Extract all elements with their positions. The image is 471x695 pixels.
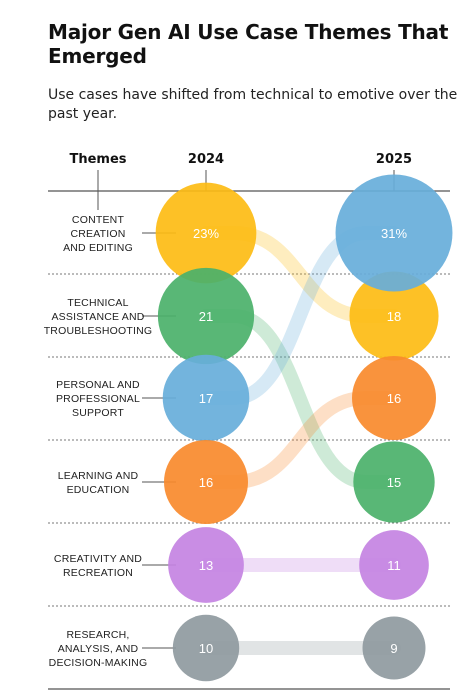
bubble-2024 <box>172 614 240 682</box>
theme-label-line: TECHNICAL <box>67 297 128 309</box>
theme-label-line: EDUCATION <box>67 484 130 496</box>
bubble-label-2024: 21 <box>199 309 213 324</box>
bubble-2025 <box>352 356 436 440</box>
bubble-2025 <box>362 616 426 680</box>
theme-label-line: RECREATION <box>63 567 133 579</box>
bubble-2024 <box>164 440 248 524</box>
theme-label-line: PROFESSIONAL <box>56 393 140 405</box>
bubble-2025 <box>359 530 429 600</box>
theme-label-line: CREATION <box>70 228 125 240</box>
header-year-2025: 2025 <box>376 152 412 167</box>
theme-label-line: SUPPORT <box>72 407 124 419</box>
theme-label-line: DECISION-MAKING <box>49 657 148 669</box>
bubble-label-2024: 23% <box>193 226 219 241</box>
bubble-label-2025: 16 <box>387 391 401 406</box>
bubble-2025 <box>335 174 453 292</box>
header-year-2024: 2024 <box>188 152 224 167</box>
header-themes: Themes <box>69 152 126 167</box>
theme-label-line: AND EDITING <box>63 242 133 254</box>
bubble-label-2025: 31% <box>381 226 407 241</box>
bubble-label-2024: 16 <box>199 475 213 490</box>
theme-label-line: TROUBLESHOOTING <box>44 325 153 337</box>
bubble-label-2024: 10 <box>199 641 213 656</box>
bubble-label-2025: 15 <box>387 475 401 490</box>
flow-ribbon <box>199 391 401 489</box>
chart-title: Major Gen AI Use Case Themes That Emerge… <box>48 20 449 68</box>
text-layer: Themes 2024 2025 23% 18 21 15 17 31% 16 16 13 11 10 9 C… <box>44 152 412 669</box>
bubble-label-2024: 13 <box>199 558 213 573</box>
bubble-2024 <box>168 527 244 603</box>
bubble-label-2025: 9 <box>390 641 397 656</box>
bubble-label-2024: 17 <box>199 391 213 406</box>
bubble-label-2025: 18 <box>387 309 401 324</box>
bubble-2025 <box>353 441 435 523</box>
bubble-2025 <box>349 271 439 361</box>
bubble-label-2025: 11 <box>387 558 401 573</box>
theme-label-line: CREATIVITY AND <box>54 553 142 565</box>
bubble-2024 <box>157 267 255 365</box>
theme-label-line: ASSISTANCE AND <box>51 311 144 323</box>
theme-label-line: RESEARCH, <box>66 629 129 641</box>
theme-label-line: PERSONAL AND <box>56 379 140 391</box>
chart-subtitle: Use cases have shifted from technical to… <box>48 87 458 122</box>
theme-label-line: ANALYSIS, AND <box>58 643 139 655</box>
theme-label-line: CONTENT <box>72 214 125 226</box>
bubble-2024 <box>162 354 250 442</box>
bubble-2024 <box>155 182 257 284</box>
theme-label-line: LEARNING AND <box>58 470 139 482</box>
bubble-layer <box>155 174 453 682</box>
